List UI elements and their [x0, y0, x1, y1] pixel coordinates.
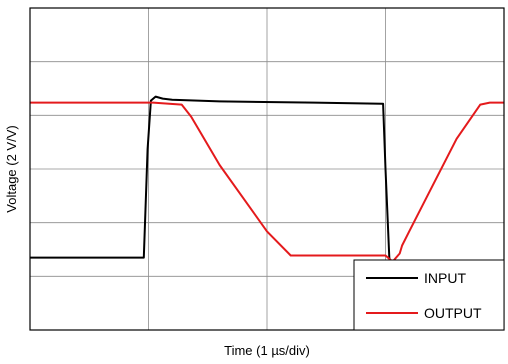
x-axis-label: Time (1 µs/div) [224, 343, 310, 358]
legend-label-output: OUTPUT [424, 305, 482, 321]
grid [30, 8, 504, 330]
legend: INPUT OUTPUT [353, 259, 505, 331]
series-line-output [30, 101, 504, 263]
legend-label-input: INPUT [424, 270, 466, 286]
plot-frame [29, 7, 505, 331]
legend-box [353, 259, 505, 331]
y-axis-label: Voltage (2 V/V) [4, 125, 19, 212]
